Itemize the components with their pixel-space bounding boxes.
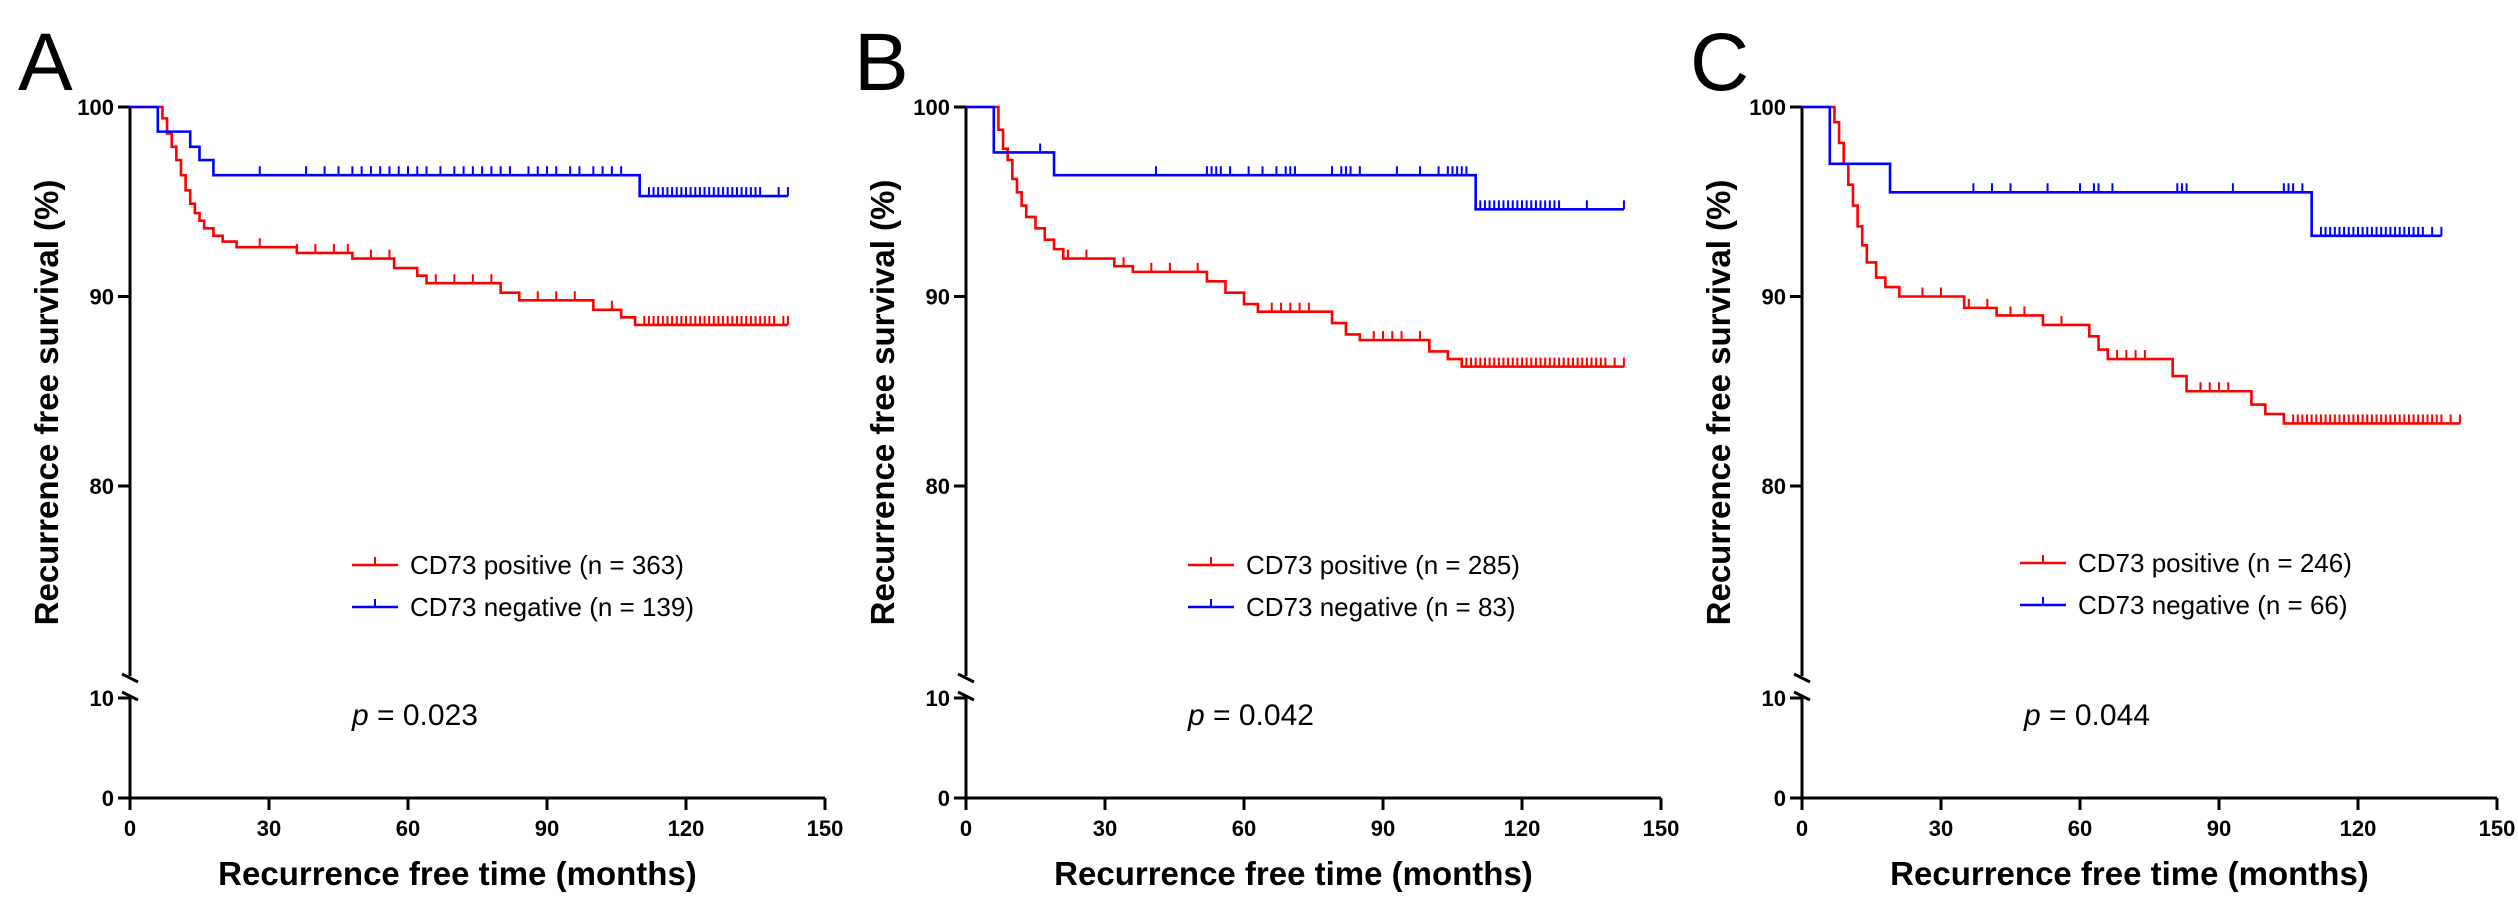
x-tick-label: 0 — [960, 816, 972, 841]
km-curve-cd73-negative — [130, 105, 788, 198]
x-tick-label: 0 — [124, 816, 136, 841]
y-tick-label: 90 — [1762, 285, 1786, 310]
x-axis-label: Recurrence free time (months) — [218, 855, 697, 892]
y-tick-label: 100 — [1749, 95, 1786, 120]
y-axis-break-mark — [957, 672, 975, 684]
x-tick-label: 150 — [1643, 816, 1680, 841]
km-curve-cd73-negative — [966, 105, 1624, 211]
km-curve-cd73-negative — [1802, 105, 2442, 238]
y-tick-label: 90 — [926, 285, 950, 310]
p-value-text: = 0.023 — [369, 699, 478, 732]
x-axis-label: Recurrence free time (months) — [1890, 855, 2369, 892]
x-tick-label: 90 — [2207, 816, 2231, 841]
axes — [1790, 105, 2499, 810]
x-axis-label: Recurrence free time (months) — [1054, 855, 1533, 892]
y-tick-label: 10 — [926, 686, 950, 711]
y-tick-label: 80 — [1762, 474, 1786, 499]
y-tick-label: 10 — [1762, 686, 1786, 711]
y-axis-label: Recurrence free survival (%) — [864, 180, 901, 626]
x-tick-label: 30 — [257, 816, 281, 841]
x-tick-label: 30 — [1093, 816, 1117, 841]
x-tick-label: 120 — [668, 816, 705, 841]
x-tick-label: 90 — [535, 816, 559, 841]
y-axis-break-mark — [957, 690, 975, 702]
x-tick-label: 120 — [1504, 816, 1541, 841]
x-tick-label: 60 — [1232, 816, 1256, 841]
y-tick-label: 80 — [90, 474, 114, 499]
legend-label: CD73 negative (n = 66) — [2078, 590, 2348, 620]
p-value: p = 0.023 — [351, 699, 478, 732]
axes — [954, 105, 1663, 810]
axes — [118, 105, 827, 810]
p-value-symbol: p — [2023, 699, 2041, 732]
y-tick-label: 80 — [926, 474, 950, 499]
x-tick-label: 150 — [807, 816, 844, 841]
km-curve-cd73-positive — [130, 105, 788, 327]
y-tick-label: 0 — [102, 786, 114, 811]
legend-label: CD73 negative (n = 139) — [410, 592, 694, 622]
legend-label: CD73 positive (n = 285) — [1246, 550, 1520, 580]
legend-label: CD73 positive (n = 363) — [410, 550, 684, 580]
p-value-text: = 0.042 — [1205, 699, 1314, 732]
y-tick-label: 100 — [913, 95, 950, 120]
legend-label: CD73 negative (n = 83) — [1246, 592, 1516, 622]
p-value-symbol: p — [351, 699, 369, 732]
x-tick-label: 120 — [2340, 816, 2377, 841]
x-tick-label: 90 — [1371, 816, 1395, 841]
km-curve-cd73-positive — [1802, 105, 2460, 425]
x-tick-label: 60 — [2068, 816, 2092, 841]
x-tick-label: 150 — [2479, 816, 2516, 841]
p-value: p = 0.044 — [2023, 699, 2150, 732]
x-tick-label: 60 — [396, 816, 420, 841]
p-value-text: = 0.044 — [2041, 699, 2150, 732]
y-tick-label: 10 — [90, 686, 114, 711]
panel-label: A — [18, 17, 73, 108]
x-tick-label: 0 — [1796, 816, 1808, 841]
y-axis-break-mark — [1793, 672, 1811, 684]
y-axis-break-mark — [121, 672, 139, 684]
legend-label: CD73 positive (n = 246) — [2078, 548, 2352, 578]
p-value-symbol: p — [1187, 699, 1205, 732]
y-axis-label: Recurrence free survival (%) — [1700, 180, 1737, 626]
y-axis-break-mark — [121, 690, 139, 702]
panel-label: B — [854, 17, 909, 108]
km-curve-cd73-positive — [966, 105, 1624, 368]
y-axis-label: Recurrence free survival (%) — [28, 180, 65, 626]
y-tick-label: 0 — [938, 786, 950, 811]
x-tick-label: 30 — [1929, 816, 1953, 841]
y-tick-label: 0 — [1774, 786, 1786, 811]
panel-label: C — [1690, 17, 1749, 108]
y-tick-label: 100 — [77, 95, 114, 120]
y-axis-break-mark — [1793, 690, 1811, 702]
p-value: p = 0.042 — [1187, 699, 1314, 732]
y-tick-label: 90 — [90, 285, 114, 310]
